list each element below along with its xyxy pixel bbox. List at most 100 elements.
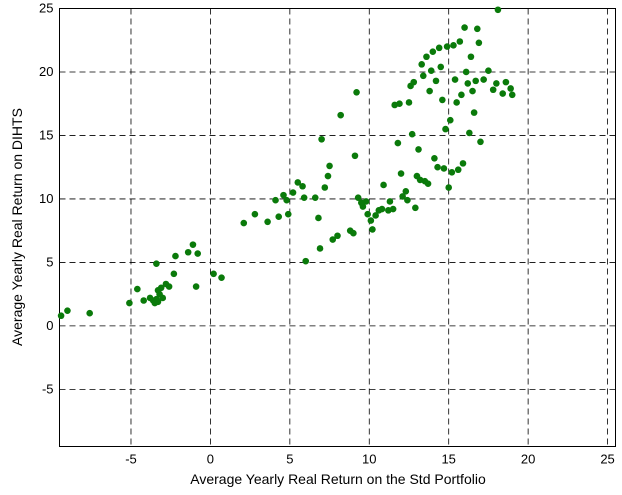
data-point (434, 163, 441, 171)
data-point (461, 24, 468, 31)
data-point (429, 48, 437, 55)
data-point (354, 194, 362, 201)
data-point (359, 203, 367, 210)
data-point (396, 100, 403, 108)
y-tick-label: 0 (46, 318, 53, 333)
data-point (473, 25, 481, 33)
data-point (446, 116, 454, 124)
data-point (192, 283, 200, 290)
data-point (440, 165, 448, 172)
data-point (485, 67, 492, 75)
data-point (451, 76, 459, 83)
data-point (432, 77, 440, 85)
data-point (426, 87, 433, 95)
grid-lines (59, 8, 616, 447)
data-point (86, 309, 93, 317)
data-point (469, 87, 476, 95)
x-tick-label: 0 (207, 452, 214, 467)
data-point (64, 307, 71, 314)
data-point (445, 184, 453, 191)
data-point (334, 232, 341, 240)
y-tick-label: 10 (39, 191, 53, 206)
data-point (405, 99, 413, 106)
data-point (458, 91, 465, 99)
data-point (294, 179, 302, 186)
x-tick-label: -5 (125, 452, 137, 467)
data-point (316, 245, 324, 252)
data-point (459, 160, 467, 167)
data-point (194, 250, 202, 257)
x-tick-label: 25 (600, 452, 614, 467)
data-point (299, 182, 306, 190)
data-point (494, 6, 502, 14)
data-point (126, 299, 133, 307)
data-point (364, 210, 371, 218)
data-point (489, 86, 497, 94)
data-point (408, 130, 416, 138)
x-tick-label: 20 (521, 452, 535, 467)
data-point (275, 213, 283, 221)
y-tick-label: 25 (39, 1, 53, 16)
data-point (189, 241, 197, 248)
data-point (280, 191, 287, 199)
data-point (431, 155, 438, 162)
data-point (311, 194, 319, 201)
data-point (404, 196, 411, 204)
data-point (437, 63, 445, 71)
data-point (378, 205, 386, 213)
data-point (153, 260, 160, 267)
data-point (448, 168, 456, 176)
data-point (464, 80, 472, 87)
data-point (424, 180, 432, 187)
data-point (367, 217, 375, 224)
data-point (324, 172, 332, 180)
plot-area (59, 8, 616, 447)
data-point (315, 214, 322, 222)
data-point (439, 96, 446, 104)
data-points (57, 6, 516, 320)
data-point (423, 53, 430, 61)
y-tick-label: 15 (39, 127, 53, 142)
y-tick-label: 20 (39, 64, 53, 79)
data-point (329, 236, 337, 243)
data-point (272, 196, 279, 204)
data-point (502, 78, 510, 86)
data-point (362, 198, 370, 205)
data-point (353, 88, 360, 96)
data-point (412, 204, 419, 212)
data-point (326, 162, 333, 170)
data-point (386, 198, 394, 205)
data-point (402, 188, 410, 195)
data-point (350, 229, 357, 237)
y-tick-labels: -5 0 5 10 15 20 25 (39, 1, 53, 397)
data-point (318, 135, 325, 143)
data-point (264, 218, 271, 226)
data-point (475, 39, 483, 47)
data-point (394, 139, 402, 147)
data-point (467, 53, 475, 61)
data-point (450, 42, 457, 49)
data-point (472, 77, 480, 85)
data-point (134, 285, 141, 293)
data-point (218, 274, 225, 281)
x-axis-label: Average Yearly Real Return on the Std Po… (190, 471, 486, 487)
data-point (462, 68, 470, 76)
data-point (351, 152, 359, 160)
data-point (508, 91, 516, 99)
data-point (369, 226, 376, 233)
data-point (284, 210, 292, 218)
data-point (240, 219, 248, 227)
data-point (453, 99, 460, 106)
data-point (470, 109, 478, 116)
data-point (466, 129, 473, 137)
data-point (480, 76, 487, 83)
data-point (210, 270, 217, 278)
data-point (456, 38, 464, 45)
data-point (154, 298, 162, 306)
data-point (172, 252, 179, 260)
data-point (184, 248, 192, 256)
y-tick-label: -5 (42, 381, 54, 396)
data-point (157, 284, 165, 292)
data-point (507, 85, 514, 92)
data-point (427, 67, 435, 75)
